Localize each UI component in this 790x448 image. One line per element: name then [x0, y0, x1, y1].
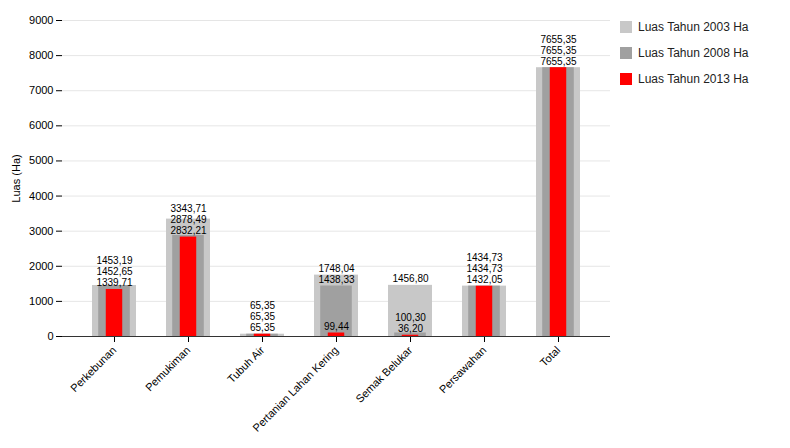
svg-text:3000: 3000 — [29, 225, 53, 237]
svg-text:65,35: 65,35 — [250, 300, 275, 311]
html-text:Luas Tahun 2013 Ha: Luas Tahun 2013 Ha — [638, 72, 749, 86]
svg-text:99,44: 99,44 — [324, 321, 349, 332]
svg-text:Tubuh Air: Tubuh Air — [225, 344, 267, 386]
svg-text:8000: 8000 — [29, 49, 53, 61]
svg-text:5000: 5000 — [29, 154, 53, 166]
html-text:Luas Tahun 2008 Ha: Luas Tahun 2008 Ha — [638, 46, 749, 60]
svg-text:4000: 4000 — [29, 190, 53, 202]
svg-text:2878,49: 2878,49 — [170, 214, 207, 225]
svg-text:65,35: 65,35 — [250, 311, 275, 322]
svg-text:3343,71: 3343,71 — [170, 203, 207, 214]
svg-text:1434,73: 1434,73 — [466, 252, 503, 263]
svg-text:0: 0 — [47, 330, 53, 342]
svg-text:1339,71: 1339,71 — [96, 277, 133, 288]
svg-text:1434,73: 1434,73 — [466, 263, 503, 274]
svg-text:7000: 7000 — [29, 84, 53, 96]
svg-text:Pertanian Lahan Kering: Pertanian Lahan Kering — [250, 344, 340, 434]
svg-text:1748,04: 1748,04 — [318, 263, 355, 274]
svg-text:100,30: 100,30 — [395, 312, 426, 323]
svg-text:1438,33: 1438,33 — [318, 274, 355, 285]
svg-text:6000: 6000 — [29, 119, 53, 131]
svg-text:65,35: 65,35 — [250, 322, 275, 333]
svg-text:1453,19: 1453,19 — [96, 255, 133, 266]
svg-text:Perkebunan: Perkebunan — [68, 344, 118, 394]
svg-text:2832,21: 2832,21 — [170, 225, 207, 236]
svg-text:9000: 9000 — [29, 14, 53, 26]
html-text:Luas Tahun 2003 Ha: Luas Tahun 2003 Ha — [638, 20, 749, 34]
svg-text:1000: 1000 — [29, 295, 53, 307]
svg-text:Luas (Ha): Luas (Ha) — [10, 154, 22, 202]
svg-text:Pemukiman: Pemukiman — [143, 344, 193, 394]
svg-text:7655,35: 7655,35 — [540, 45, 577, 56]
svg-text:1432,05: 1432,05 — [466, 274, 503, 285]
svg-text:1452,65: 1452,65 — [96, 266, 133, 277]
svg-text:Semak Belukar: Semak Belukar — [353, 344, 414, 405]
svg-text:Total: Total — [537, 344, 562, 369]
svg-text:2000: 2000 — [29, 260, 53, 272]
svg-text:7655,35: 7655,35 — [540, 56, 577, 67]
svg-text:Persawahan: Persawahan — [437, 344, 489, 396]
svg-text:7655,35: 7655,35 — [540, 34, 577, 45]
svg-text:1456,80: 1456,80 — [392, 273, 429, 284]
svg-text:36,20: 36,20 — [398, 323, 423, 334]
